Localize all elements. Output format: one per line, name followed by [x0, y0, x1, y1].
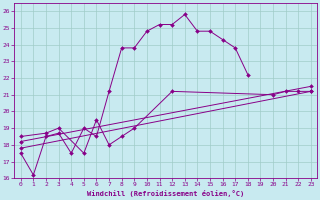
X-axis label: Windchill (Refroidissement éolien,°C): Windchill (Refroidissement éolien,°C) [87, 190, 244, 197]
